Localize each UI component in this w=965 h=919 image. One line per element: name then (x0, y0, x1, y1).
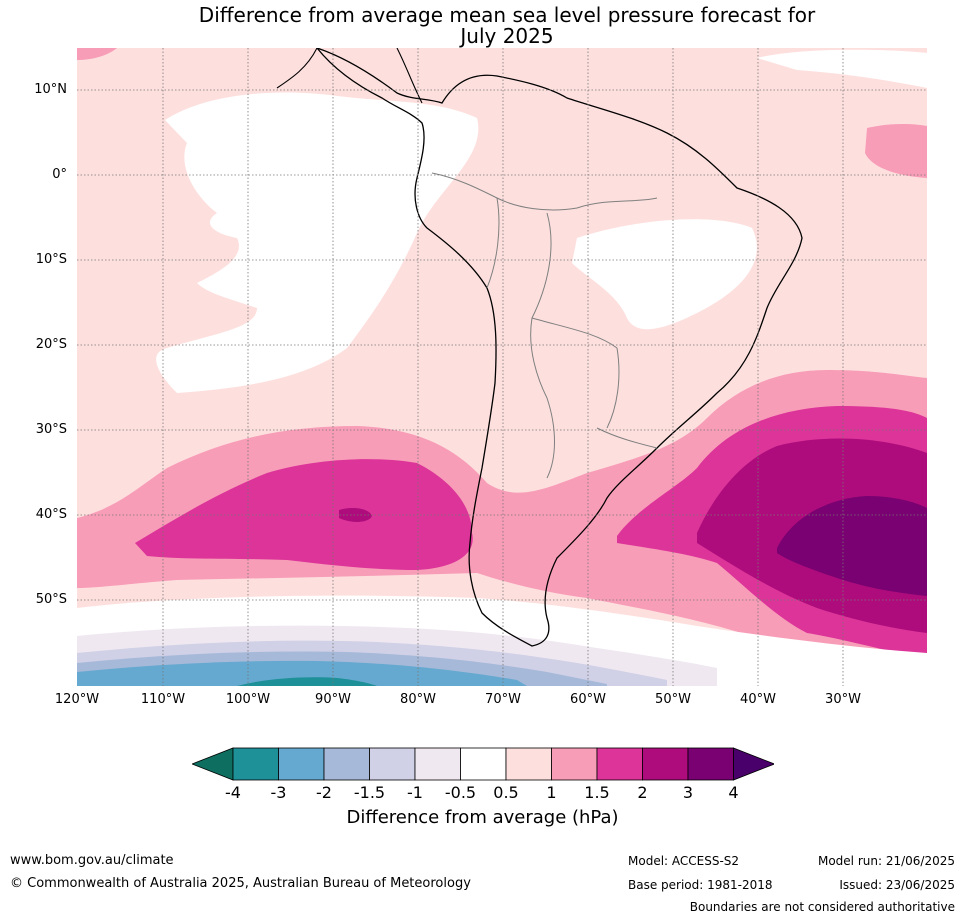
colorbar-tick-label: 2 (637, 783, 648, 802)
colorbar-tick-label: 3 (682, 783, 694, 802)
colorbar-extend-low (192, 747, 234, 781)
title-line-1: Difference from average mean sea level p… (198, 3, 816, 27)
lat-label-50s: 50°S (35, 592, 67, 607)
colorbar-tick-label: -1 (407, 783, 423, 802)
lon-label-90w: 90°W (315, 692, 351, 707)
colorbar-legend (192, 747, 774, 781)
lat-label-30s: 30°S (35, 422, 67, 437)
lat-label-10s: 10°S (35, 252, 67, 267)
colorbar-cell (369, 747, 416, 781)
colorbar-tick-label: 4 (728, 783, 739, 802)
lon-label-120w: 120°W (54, 692, 100, 707)
footer-disclaimer: Boundaries are not considered authoritat… (689, 900, 955, 914)
colorbar-cell (687, 747, 734, 781)
lon-label-40w: 40°W (740, 692, 776, 707)
footer-copyright: © Commonwealth of Australia 2025, Austra… (10, 876, 471, 891)
lon-label-50w: 50°W (655, 692, 691, 707)
footer-issued: Issued: 23/06/2025 (839, 878, 955, 892)
anomaly-band-1-1.5-ne (865, 123, 927, 178)
footer-model-run: Model run: 21/06/2025 (817, 854, 955, 868)
colorbar-tick-label: -1.5 (353, 783, 386, 802)
colorbar-extend-high (733, 747, 774, 781)
colorbar-cell (551, 747, 598, 781)
anomaly-band-1.5-2-pacific (135, 459, 473, 570)
colorbar-cell (596, 747, 643, 781)
footer-website[interactable]: www.bom.gov.au/climate (10, 853, 174, 868)
colorbar-cell (505, 747, 552, 781)
map-title: Difference from average mean sea level p… (0, 5, 965, 47)
colorbar-cell (232, 747, 279, 781)
colorbar-tick-label: -0.5 (444, 783, 477, 802)
colorbar-cell (278, 747, 325, 781)
coastline-south-america (316, 48, 803, 647)
anomaly-band-1-1.5-nw (77, 48, 117, 60)
lon-label-110w: 110°W (140, 692, 186, 707)
title-line-2: July 2025 (460, 24, 554, 48)
footer-base-period: Base period: 1981-2018 (628, 878, 773, 892)
lon-label-30w: 30°W (825, 692, 861, 707)
anomaly-band-neutral-north-atlantic (757, 49, 927, 88)
lat-label-10n: 10°N (34, 82, 67, 97)
anomaly-band-neutral-brazil (572, 219, 757, 330)
colorbar-tick-label: 1.5 (584, 783, 610, 802)
graticule (77, 48, 927, 686)
anomaly-band-1-1.5 (77, 370, 927, 666)
anomaly-band-neutral-colombia-coast (272, 101, 459, 188)
colorbar-tick-label: -4 (225, 783, 241, 802)
colorbar-tick-label: 1 (546, 783, 557, 802)
lon-label-60w: 60°W (570, 692, 606, 707)
anomaly-band-2-3-pacific-spot (339, 508, 372, 522)
colorbar-title: Difference from average (hPa) (346, 807, 619, 828)
colorbar-cell (642, 747, 689, 781)
colorbar-cell (323, 747, 370, 781)
anomaly-band--4--3 (237, 677, 377, 686)
lon-label-100w: 100°W (225, 692, 271, 707)
pressure-anomaly-map (77, 48, 927, 686)
lat-label-20s: 20°S (35, 337, 67, 352)
lon-label-80w: 80°W (400, 692, 436, 707)
footer-model: Model: ACCESS-S2 (628, 854, 740, 868)
colorbar-tick-label: -2 (316, 783, 332, 802)
lon-label-70w: 70°W (485, 692, 521, 707)
lat-label-40s: 40°S (35, 507, 67, 522)
colorbar-tick-label: 0.5 (493, 783, 519, 802)
map-panel[interactable] (77, 48, 927, 686)
lat-label-0: 0° (52, 167, 67, 182)
anomaly-band-3-4 (777, 496, 927, 596)
country-borders (431, 172, 658, 479)
colorbar-cell (460, 747, 507, 781)
colorbar-tick-label: -3 (270, 783, 287, 802)
anomaly-band--3--2 (77, 660, 527, 686)
colorbar-cell (414, 747, 461, 781)
coastline-central-america (276, 48, 423, 104)
